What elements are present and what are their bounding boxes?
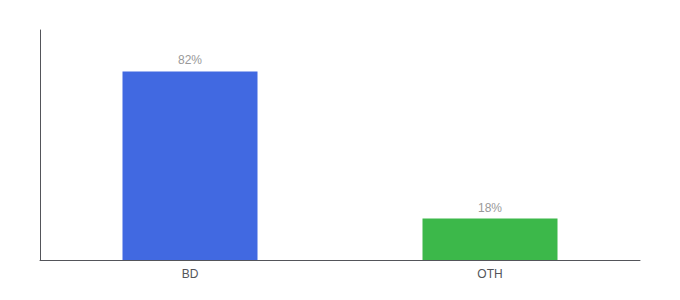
svg-text:OTH: OTH: [477, 267, 502, 281]
svg-text:18%: 18%: [478, 201, 502, 215]
svg-text:82%: 82%: [178, 53, 202, 67]
svg-text:BD: BD: [182, 267, 199, 281]
